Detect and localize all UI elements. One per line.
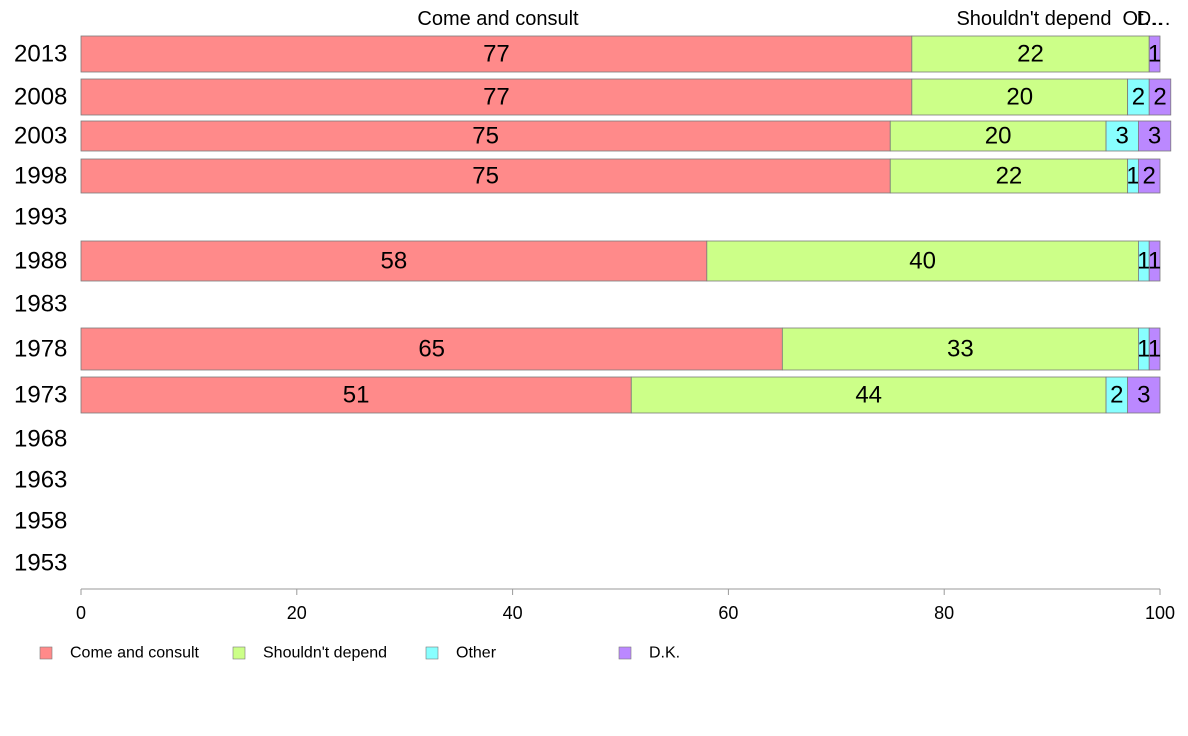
- data-label: 20: [985, 123, 1012, 150]
- data-label: 44: [855, 382, 882, 409]
- legend-swatch: [232, 646, 246, 660]
- data-label: 2: [1132, 84, 1145, 111]
- bar-segment: [781, 327, 1139, 371]
- bar-segment: [1138, 120, 1172, 152]
- data-label: 75: [472, 163, 499, 190]
- y-tick-label: 1998: [14, 163, 67, 190]
- data-label: 1: [1148, 248, 1161, 275]
- bar-segment: [889, 158, 1129, 194]
- bar-segment: [1148, 240, 1161, 282]
- data-label: 33: [947, 336, 974, 363]
- x-tick-label: 0: [76, 603, 86, 623]
- data-label: 40: [909, 248, 936, 275]
- bar-segment: [706, 240, 1139, 282]
- data-label: 3: [1137, 382, 1150, 409]
- y-tick-label: 1988: [14, 248, 67, 275]
- data-label: 2: [1153, 84, 1166, 111]
- data-label: 20: [1006, 84, 1033, 111]
- data-label: 77: [483, 41, 510, 68]
- x-tick-label: 80: [934, 603, 954, 623]
- y-tick-labels: 2013 2008 2003 1998 1993 1988 1983 1978 1973 1968…: [14, 41, 67, 577]
- series-top-label: D…: [1137, 8, 1171, 30]
- data-label: 1: [1137, 248, 1150, 275]
- y-tick-label: 1973: [14, 382, 67, 409]
- bar-segment: [80, 376, 632, 414]
- legend-swatch: [39, 646, 53, 660]
- data-label: 1: [1137, 336, 1150, 363]
- series-top-label: Ot…: [1122, 8, 1163, 30]
- legend-label: Shouldn't depend: [263, 645, 387, 662]
- legend-label: Come and consult: [70, 645, 200, 662]
- data-label: 1: [1148, 41, 1161, 68]
- y-tick-label: 2013: [14, 41, 67, 68]
- bar-segment: [1148, 35, 1161, 73]
- y-tick-label: 1963: [14, 467, 67, 494]
- x-tick-label: 60: [718, 603, 738, 623]
- legend-swatch: [425, 646, 439, 660]
- series-top-label: Come and consult: [417, 8, 579, 30]
- x-axis: 0 20 40 60 80 100: [76, 588, 1175, 623]
- y-tick-label: 2008: [14, 84, 67, 111]
- legend-label: D.K.: [649, 645, 680, 662]
- legend-label: Other: [456, 645, 497, 662]
- data-label: 2: [1143, 163, 1156, 190]
- bar-segment: [1148, 78, 1172, 116]
- y-tick-label: 2003: [14, 123, 67, 150]
- bar-segment: [80, 120, 891, 152]
- bar-segment: [1148, 327, 1161, 371]
- data-label: 75: [472, 123, 499, 150]
- y-tick-label: 1953: [14, 550, 67, 577]
- y-tick-label: 1968: [14, 426, 67, 453]
- bar-segment: [911, 35, 1150, 73]
- bar-segment: [630, 376, 1107, 414]
- y-tick-label: 1958: [14, 508, 67, 535]
- data-label: 2: [1110, 382, 1123, 409]
- x-tick-label: 40: [503, 603, 523, 623]
- bar-segment: [1105, 120, 1139, 152]
- data-label: 51: [343, 382, 370, 409]
- bar-segment: [889, 120, 1107, 152]
- series-top-label: Shouldn't depend: [956, 8, 1111, 30]
- y-tick-label: 1993: [14, 204, 67, 231]
- data-label: 1: [1148, 336, 1161, 363]
- data-label: 3: [1148, 123, 1161, 150]
- data-label: 58: [381, 248, 408, 275]
- legend: Come and consult Shouldn't depend Other D.K…: [39, 645, 680, 662]
- x-tick-label: 20: [287, 603, 307, 623]
- bar-segment: [1138, 158, 1161, 194]
- bar-segment: [80, 327, 783, 371]
- top-series-labels: Come and consult Shouldn't depend Ot…D…: [417, 8, 1171, 30]
- data-label: 22: [996, 163, 1023, 190]
- data-label: 1: [1126, 163, 1139, 190]
- legend-swatch: [618, 646, 632, 660]
- data-label: 3: [1116, 123, 1129, 150]
- x-tick-label: 100: [1145, 603, 1175, 623]
- y-tick-label: 1978: [14, 336, 67, 363]
- data-label: 65: [418, 336, 445, 363]
- bar-segment: [80, 35, 913, 73]
- bar-segment: [80, 240, 708, 282]
- y-tick-label: 1983: [14, 291, 67, 318]
- bar-segment: [1127, 376, 1161, 414]
- data-label: 77: [483, 84, 510, 111]
- data-label: 22: [1017, 41, 1044, 68]
